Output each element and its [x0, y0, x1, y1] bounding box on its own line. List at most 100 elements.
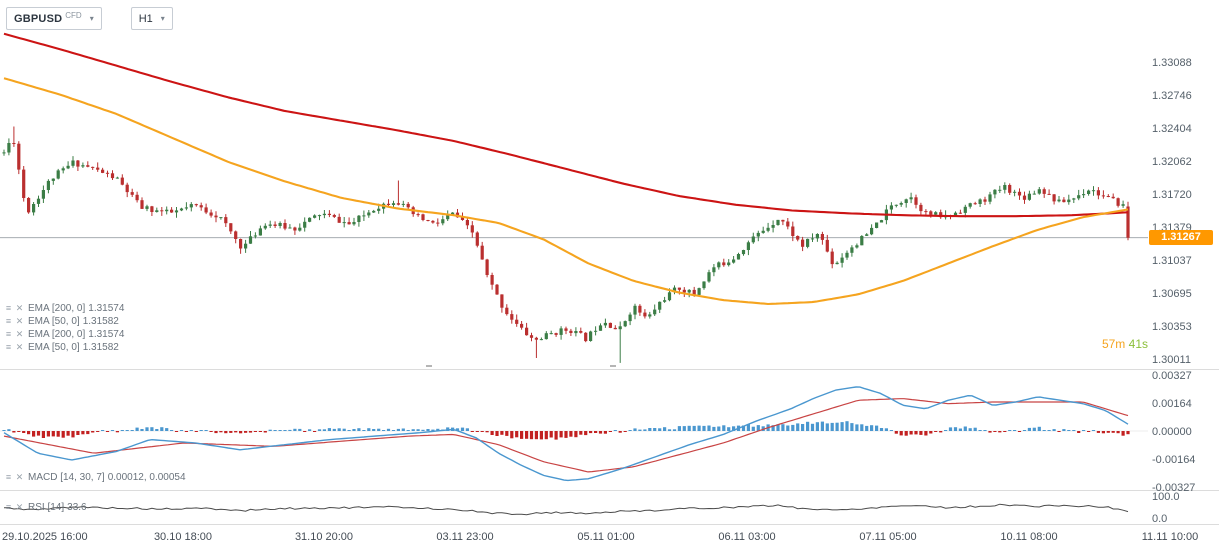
macd-histogram-bar	[337, 428, 341, 431]
candle-body	[239, 239, 243, 249]
ema-indicator-legend: ≡ ✕ EMA [200, 0] 1.31574 ≡ ✕ EMA [50, 0]…	[3, 302, 125, 354]
macd-histogram-bar	[396, 428, 400, 431]
candle-body	[475, 232, 479, 246]
candle-body	[1057, 199, 1061, 202]
macd-line	[3, 386, 1129, 482]
candle-body	[130, 192, 134, 195]
macd-histogram-bar	[1106, 431, 1110, 433]
macd-histogram-bar	[909, 431, 913, 435]
candle-body	[682, 289, 686, 293]
macd-histogram-bar	[130, 430, 134, 431]
candle-body	[1027, 193, 1031, 200]
macd-histogram-bar	[219, 431, 223, 433]
macd-histogram-bar	[741, 425, 746, 431]
macd-histogram-bar	[322, 429, 326, 431]
macd-histogram-bar	[1003, 431, 1007, 432]
candle-body	[32, 204, 36, 213]
indicator-remove-icon[interactable]: ✕	[15, 472, 24, 482]
macd-histogram-bar	[411, 429, 415, 431]
candle-body	[544, 333, 548, 340]
macd-histogram-bar	[1027, 427, 1031, 431]
macd-histogram-bar	[490, 431, 494, 435]
indicator-settings-icon[interactable]: ≡	[5, 472, 12, 482]
macd-histogram-bar	[1057, 431, 1061, 432]
candle-body	[101, 169, 105, 173]
macd-histogram-bar	[455, 428, 460, 431]
candle-body	[875, 222, 879, 228]
candle-body	[771, 225, 775, 228]
indicator-settings-icon[interactable]: ≡	[5, 303, 12, 313]
indicator-settings-icon[interactable]: ≡	[5, 502, 12, 512]
candle-body	[86, 165, 90, 167]
rsi-indicator-legend: ≡ ✕ RSI [14] 33.6	[3, 501, 87, 514]
macd-histogram-bar	[317, 429, 322, 431]
candle-body	[71, 160, 75, 166]
macd-histogram-bar	[76, 431, 80, 435]
indicator-legend-row: ≡ ✕ RSI [14] 33.6	[3, 501, 87, 514]
candle-body	[613, 327, 617, 330]
candle-body	[135, 194, 139, 201]
candle-body	[618, 326, 622, 330]
candle-body	[899, 203, 903, 205]
macd-histogram-bar	[870, 425, 874, 431]
macd-histogram-bar	[879, 428, 884, 431]
candle-body	[589, 331, 593, 341]
macd-histogram-bar	[179, 430, 184, 431]
indicator-remove-icon[interactable]: ✕	[15, 342, 24, 352]
macd-histogram-bar	[589, 431, 593, 434]
macd-histogram-bar	[460, 427, 465, 431]
macd-histogram-bar	[170, 430, 174, 431]
candle-body	[278, 223, 282, 226]
candle-body	[712, 267, 716, 273]
candle-body	[490, 275, 494, 285]
session-break-mark	[426, 365, 432, 367]
indicator-remove-icon[interactable]: ✕	[15, 502, 24, 512]
symbol-select[interactable]: GBPUSD CFD ▾	[6, 7, 102, 30]
candle-body	[648, 314, 652, 317]
session-break-mark	[610, 365, 616, 367]
candle-body	[860, 236, 864, 246]
indicator-settings-icon[interactable]: ≡	[5, 316, 12, 326]
macd-histogram-bar	[32, 431, 36, 437]
candle-body	[140, 200, 144, 209]
indicator-settings-icon[interactable]: ≡	[5, 342, 12, 352]
candle-body	[815, 234, 819, 239]
macd-histogram-bar	[194, 431, 198, 432]
candle-body	[840, 257, 844, 263]
macd-histogram-bar	[293, 428, 297, 431]
macd-histogram-bar	[401, 428, 405, 431]
macd-histogram-bar	[520, 431, 524, 439]
timeframe-select[interactable]: H1 ▾	[130, 7, 173, 30]
candle-body	[41, 190, 45, 199]
indicator-settings-icon[interactable]: ≡	[5, 329, 12, 339]
macd-histogram-bar	[268, 429, 272, 431]
macd-histogram-bar	[677, 426, 681, 431]
macd-histogram-bar	[973, 427, 977, 431]
indicator-name: EMA [200, 0]	[28, 329, 86, 340]
macd-histogram-bar	[963, 426, 967, 431]
macd-histogram-bar	[825, 423, 829, 431]
candle-body	[786, 221, 790, 227]
candle-body	[810, 238, 815, 240]
macd-histogram-bar	[929, 431, 933, 434]
candle-body	[465, 220, 469, 226]
macd-histogram-bar	[273, 430, 277, 431]
macd-histogram-bar	[367, 428, 371, 431]
price-axis-label: 1.30695	[1152, 288, 1192, 300]
macd-histogram-bar	[919, 431, 923, 435]
candle-body	[12, 143, 16, 144]
indicator-remove-icon[interactable]: ✕	[15, 303, 24, 313]
candle-body	[722, 262, 726, 266]
indicator-remove-icon[interactable]: ✕	[15, 329, 24, 339]
candle-body	[801, 239, 805, 247]
candle-body	[672, 287, 677, 293]
indicator-remove-icon[interactable]: ✕	[15, 316, 24, 326]
indicator-value: 1.31582	[82, 342, 119, 353]
candle-body	[939, 212, 943, 218]
macd-histogram-bar	[135, 427, 139, 431]
macd-histogram-bar	[470, 431, 474, 432]
candle-body	[199, 205, 203, 208]
candle-body	[1067, 199, 1071, 203]
time-axis-label: 06.11 03:00	[718, 531, 775, 543]
